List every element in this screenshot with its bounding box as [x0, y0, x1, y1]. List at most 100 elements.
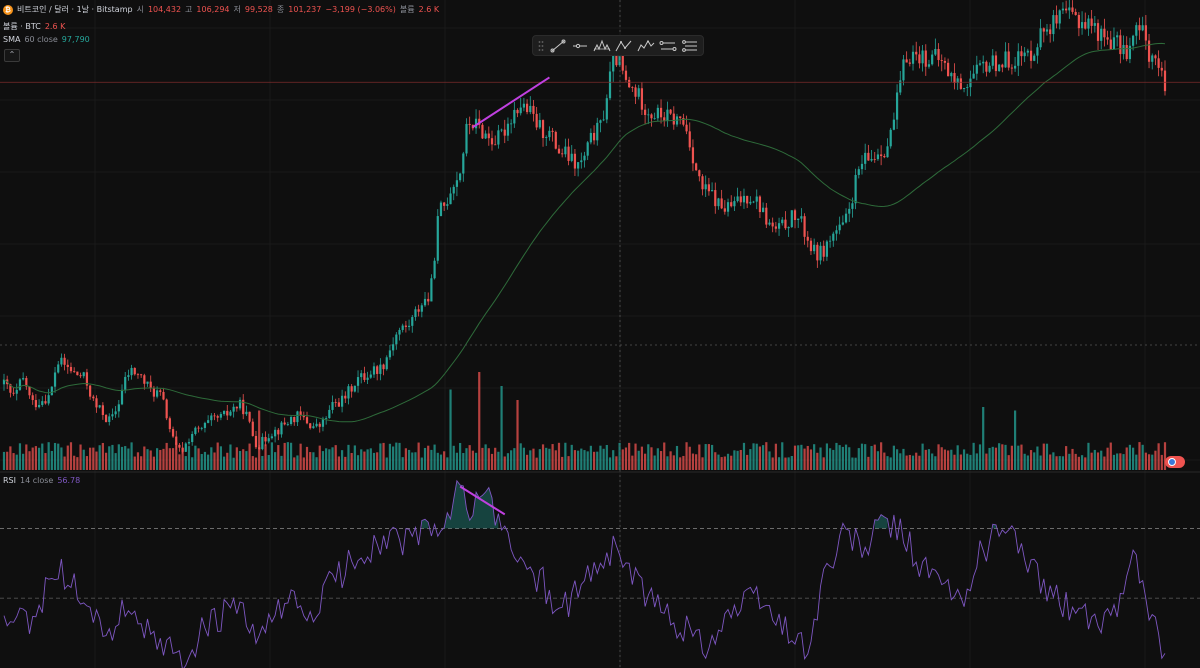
volume-bar: [420, 457, 423, 470]
volume-bar: [270, 442, 274, 470]
volume-bar: [545, 447, 548, 470]
volume-bar: [682, 455, 685, 470]
divergence-line-rsi[interactable]: [459, 485, 506, 516]
sma-legend-params: 60 close: [24, 35, 58, 44]
volume-bar: [1036, 446, 1039, 470]
candle-body: [806, 236, 809, 241]
regression-trend-icon[interactable]: [680, 37, 699, 54]
candle-body: [350, 386, 353, 392]
volume-bar: [124, 446, 127, 470]
volume-bar: [586, 451, 589, 470]
volume-bar: [522, 447, 525, 470]
volume-bar: [624, 447, 628, 470]
candle-body: [1093, 23, 1096, 26]
divergence-line-price[interactable]: [472, 76, 550, 128]
divergence-lines[interactable]: [459, 76, 550, 516]
volume-bar: [25, 444, 28, 470]
volume-bar: [254, 457, 258, 470]
horizontal-ray-icon[interactable]: [570, 37, 589, 54]
ohlc-open-value: 104,432: [147, 5, 182, 14]
volume-bar: [1138, 442, 1141, 470]
volume-bar: [321, 451, 325, 470]
candle-body: [468, 123, 471, 125]
candle-body: [79, 375, 82, 377]
candle-body: [31, 395, 34, 401]
volume-bar: [1163, 442, 1167, 470]
volume-bar: [765, 442, 768, 470]
volume-bar: [184, 456, 187, 470]
volume-bar: [293, 457, 296, 470]
head-shoulders-icon[interactable]: [592, 37, 611, 54]
volume-bar: [1055, 456, 1058, 470]
symbol-title[interactable]: 비트코인 / 달러 · 1날 · Bitstamp: [17, 5, 133, 14]
volume-bar: [356, 455, 360, 470]
trend-line-icon[interactable]: [548, 37, 567, 54]
volume-bar: [828, 448, 832, 470]
volume-bar: [414, 452, 417, 470]
candle-body: [92, 396, 95, 399]
volume-bar: [63, 456, 66, 470]
elliott-wave-icon[interactable]: [636, 37, 655, 54]
volume-bar: [1026, 455, 1029, 470]
volume-bar: [497, 451, 500, 470]
volume-bar: [494, 447, 497, 470]
volume-bar: [22, 453, 25, 470]
volume-bar: [449, 389, 452, 470]
candle-body: [771, 222, 774, 227]
sma-legend-label: SMA: [3, 35, 21, 44]
country-flag-icon[interactable]: [1165, 456, 1185, 468]
volume-bar: [101, 442, 104, 470]
volume-bar: [787, 457, 790, 470]
volume-bar: [280, 455, 283, 470]
volume-bar: [379, 443, 382, 470]
candle-body: [905, 59, 908, 63]
candle-body: [171, 429, 175, 437]
candle-body: [583, 155, 586, 161]
collapse-legend-button[interactable]: ⌃: [4, 49, 20, 62]
volume-bar: [698, 444, 701, 470]
rsi-legend-value: 56.78: [57, 476, 81, 485]
rsi-overbought-fill: [444, 480, 499, 529]
candle-body: [672, 113, 675, 125]
volume-bar: [758, 446, 762, 470]
symbol-legend[interactable]: ₿ 비트코인 / 달러 · 1날 · Bitstamp 시 104,432 고 10…: [3, 4, 439, 15]
candle-body: [187, 442, 191, 444]
volume-bar: [573, 450, 577, 470]
candle-body: [104, 414, 108, 422]
parallel-channel-icon[interactable]: [658, 37, 677, 54]
candle-body: [857, 169, 860, 175]
candle-body: [714, 190, 717, 207]
volume-bar: [360, 449, 363, 470]
volume-bar: [895, 449, 899, 470]
candle-body: [710, 190, 714, 192]
candle-body: [854, 174, 857, 204]
header-volume-value: 2.6 K: [418, 5, 440, 14]
volume-bar: [647, 444, 650, 470]
candle-body: [261, 436, 264, 450]
candle-body: [503, 129, 506, 136]
candle-body: [66, 364, 69, 367]
volume-legend[interactable]: 볼륨 · BTC 2.6 K: [3, 21, 65, 32]
candle-body: [570, 153, 573, 161]
volume-bar: [264, 444, 267, 470]
volume-bar: [331, 447, 334, 470]
candle-body: [739, 196, 742, 203]
abcd-pattern-icon[interactable]: [614, 37, 633, 54]
candle-body: [293, 416, 296, 423]
rsi-legend[interactable]: RSI 14 close 56.78: [3, 476, 80, 485]
volume-bar: [242, 449, 245, 470]
volume-bar: [516, 400, 519, 470]
volume-bar: [430, 449, 433, 470]
candle-body: [474, 118, 478, 129]
candle-body: [1001, 64, 1004, 68]
sma-legend[interactable]: SMA 60 close 97,790: [3, 35, 90, 44]
volume-bar: [104, 452, 108, 470]
volume-bar: [1068, 453, 1071, 470]
drag-handle-icon[interactable]: [537, 39, 545, 53]
volume-bar: [28, 451, 31, 470]
candle-body: [385, 357, 388, 370]
volume-bar: [216, 442, 219, 470]
volume-bar: [908, 454, 911, 470]
candle-body: [813, 244, 816, 252]
